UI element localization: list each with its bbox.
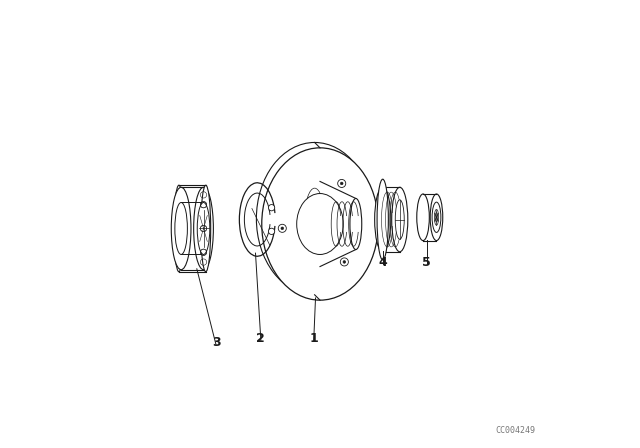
Ellipse shape [432, 202, 441, 233]
Ellipse shape [343, 261, 346, 263]
Ellipse shape [392, 187, 408, 252]
Ellipse shape [396, 200, 404, 239]
Ellipse shape [268, 228, 275, 234]
Ellipse shape [350, 198, 362, 250]
Ellipse shape [172, 187, 191, 270]
Text: 3: 3 [212, 336, 220, 349]
Ellipse shape [338, 179, 346, 187]
Ellipse shape [310, 194, 330, 254]
Ellipse shape [197, 202, 210, 254]
Ellipse shape [430, 194, 443, 241]
Ellipse shape [297, 194, 343, 254]
Text: CC004249: CC004249 [495, 426, 535, 435]
Text: 1: 1 [309, 332, 318, 345]
Ellipse shape [374, 187, 391, 252]
Text: 2: 2 [257, 332, 265, 345]
Ellipse shape [281, 227, 284, 230]
Ellipse shape [175, 202, 188, 254]
Ellipse shape [268, 205, 275, 211]
Ellipse shape [377, 179, 388, 260]
Ellipse shape [194, 187, 213, 270]
Ellipse shape [278, 224, 286, 233]
Ellipse shape [174, 185, 184, 272]
Ellipse shape [340, 258, 348, 266]
Ellipse shape [262, 148, 378, 300]
Ellipse shape [340, 182, 343, 185]
Text: 4: 4 [378, 256, 387, 269]
Text: 5: 5 [422, 256, 431, 269]
Ellipse shape [201, 185, 211, 272]
Ellipse shape [257, 142, 373, 295]
Ellipse shape [417, 194, 429, 241]
